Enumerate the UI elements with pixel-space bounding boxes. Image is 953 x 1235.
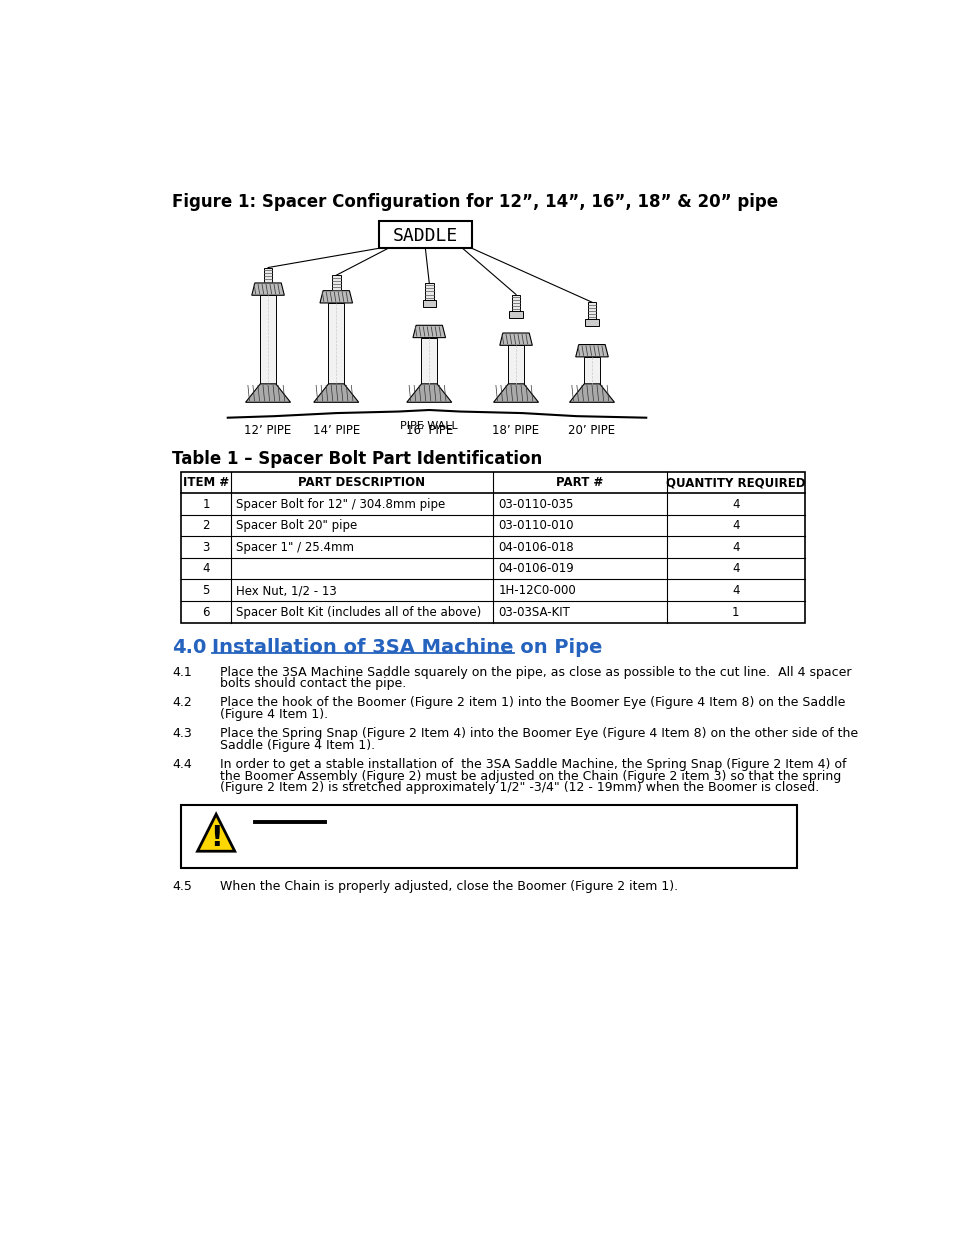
Bar xyxy=(424,283,433,300)
Text: Saddle (Figure 4 Item 1).: Saddle (Figure 4 Item 1). xyxy=(220,739,375,752)
Text: SADDLE: SADDLE xyxy=(393,227,457,245)
Polygon shape xyxy=(319,290,353,303)
Text: (Figure 4 Item 1).: (Figure 4 Item 1). xyxy=(220,708,328,721)
Polygon shape xyxy=(493,384,537,403)
Polygon shape xyxy=(569,384,614,403)
Polygon shape xyxy=(575,345,608,357)
Bar xyxy=(378,221,472,248)
Text: Spacer 1" / 25.4mm: Spacer 1" / 25.4mm xyxy=(236,541,354,555)
Text: 4.0: 4.0 xyxy=(172,638,206,657)
Polygon shape xyxy=(197,814,234,851)
Text: PIPE WALL: PIPE WALL xyxy=(400,421,457,431)
Text: Spacer Bolt 20" pipe: Spacer Bolt 20" pipe xyxy=(236,520,357,532)
Bar xyxy=(585,319,598,326)
Text: 14’ PIPE: 14’ PIPE xyxy=(313,424,359,437)
Text: 4: 4 xyxy=(731,562,739,576)
Text: Figure 1: Spacer Configuration for 12”, 14”, 16”, 18” & 20” pipe: Figure 1: Spacer Configuration for 12”, … xyxy=(172,193,778,211)
Text: 4.2: 4.2 xyxy=(172,697,192,709)
Text: 2: 2 xyxy=(202,520,210,532)
Text: Table 1 – Spacer Bolt Part Identification: Table 1 – Spacer Bolt Part Identificatio… xyxy=(172,450,541,468)
Bar xyxy=(509,311,522,319)
Polygon shape xyxy=(314,384,358,403)
Bar xyxy=(422,300,436,306)
Text: 1: 1 xyxy=(731,605,739,619)
Text: 04-0106-018: 04-0106-018 xyxy=(497,541,574,555)
Text: In order to get a stable installation of  the 3SA Saddle Machine, the Spring Sna: In order to get a stable installation of… xyxy=(220,758,845,771)
Bar xyxy=(181,472,804,622)
Text: 03-0110-035: 03-0110-035 xyxy=(497,498,573,511)
Text: (Figure 2 Item 2) is stretched approximately 1/2" -3/4" (12 - 19mm) when the Boo: (Figure 2 Item 2) is stretched approxima… xyxy=(220,782,819,794)
Bar xyxy=(264,268,272,284)
Bar xyxy=(421,337,436,384)
Bar xyxy=(332,275,340,293)
Text: Place the hook of the Boomer (Figure 2 item 1) into the Boomer Eye (Figure 4 Ite: Place the hook of the Boomer (Figure 2 i… xyxy=(220,697,844,709)
Text: 4: 4 xyxy=(731,584,739,597)
Polygon shape xyxy=(406,384,452,403)
Bar xyxy=(511,294,519,311)
Text: 1H-12C0-000: 1H-12C0-000 xyxy=(497,584,576,597)
Text: 4: 4 xyxy=(731,498,739,511)
Polygon shape xyxy=(245,384,291,403)
Text: 4.1: 4.1 xyxy=(172,666,192,679)
Text: 4: 4 xyxy=(731,520,739,532)
Bar xyxy=(261,284,274,291)
Bar xyxy=(328,303,344,384)
Text: the Boomer Assembly (Figure 2) must be adjusted on the Chain (Figure 2 item 3) s: the Boomer Assembly (Figure 2) must be a… xyxy=(220,769,841,783)
Bar xyxy=(587,303,596,319)
Text: Installation of 3SA Machine on Pipe: Installation of 3SA Machine on Pipe xyxy=(212,638,602,657)
Text: Spacer Bolt for 12" / 304.8mm pipe: Spacer Bolt for 12" / 304.8mm pipe xyxy=(236,498,445,511)
Text: 18’ PIPE: 18’ PIPE xyxy=(492,424,539,437)
Text: Hex Nut, 1/2 - 13: Hex Nut, 1/2 - 13 xyxy=(236,584,336,597)
Text: !: ! xyxy=(211,824,223,852)
Text: 04-0106-019: 04-0106-019 xyxy=(497,562,574,576)
Text: 16’ PIPE: 16’ PIPE xyxy=(405,424,453,437)
Text: PART #: PART # xyxy=(556,477,603,489)
Text: 4.5: 4.5 xyxy=(172,881,192,893)
Text: 4: 4 xyxy=(731,541,739,555)
Text: When the Chain is properly adjusted, close the Boomer (Figure 2 item 1).: When the Chain is properly adjusted, clo… xyxy=(220,881,678,893)
Polygon shape xyxy=(252,283,284,295)
Bar xyxy=(508,346,523,384)
Bar xyxy=(260,295,275,384)
Text: 20’ PIPE: 20’ PIPE xyxy=(568,424,615,437)
Text: 3: 3 xyxy=(202,541,210,555)
Text: bolts should contact the pipe.: bolts should contact the pipe. xyxy=(220,677,406,690)
Text: 4: 4 xyxy=(202,562,210,576)
Polygon shape xyxy=(413,325,445,337)
Text: 12’ PIPE: 12’ PIPE xyxy=(244,424,292,437)
Text: 4.4: 4.4 xyxy=(172,758,192,771)
Bar xyxy=(330,293,342,299)
Text: Spacer Bolt Kit (includes all of the above): Spacer Bolt Kit (includes all of the abo… xyxy=(236,605,481,619)
Text: 6: 6 xyxy=(202,605,210,619)
Text: QUANTITY REQUIRED: QUANTITY REQUIRED xyxy=(665,477,804,489)
Text: 1: 1 xyxy=(202,498,210,511)
Bar xyxy=(181,805,797,868)
Text: 03-0110-010: 03-0110-010 xyxy=(497,520,573,532)
Text: Place the 3SA Machine Saddle squarely on the pipe, as close as possible to the c: Place the 3SA Machine Saddle squarely on… xyxy=(220,666,851,679)
Text: ITEM #: ITEM # xyxy=(183,477,229,489)
Text: 5: 5 xyxy=(202,584,210,597)
Text: Place the Spring Snap (Figure 2 Item 4) into the Boomer Eye (Figure 4 Item 8) on: Place the Spring Snap (Figure 2 Item 4) … xyxy=(220,727,858,740)
Text: 4.3: 4.3 xyxy=(172,727,192,740)
Polygon shape xyxy=(499,333,532,346)
Text: 03-03SA-KIT: 03-03SA-KIT xyxy=(497,605,570,619)
Bar xyxy=(583,357,599,384)
Text: PART DESCRIPTION: PART DESCRIPTION xyxy=(298,477,425,489)
